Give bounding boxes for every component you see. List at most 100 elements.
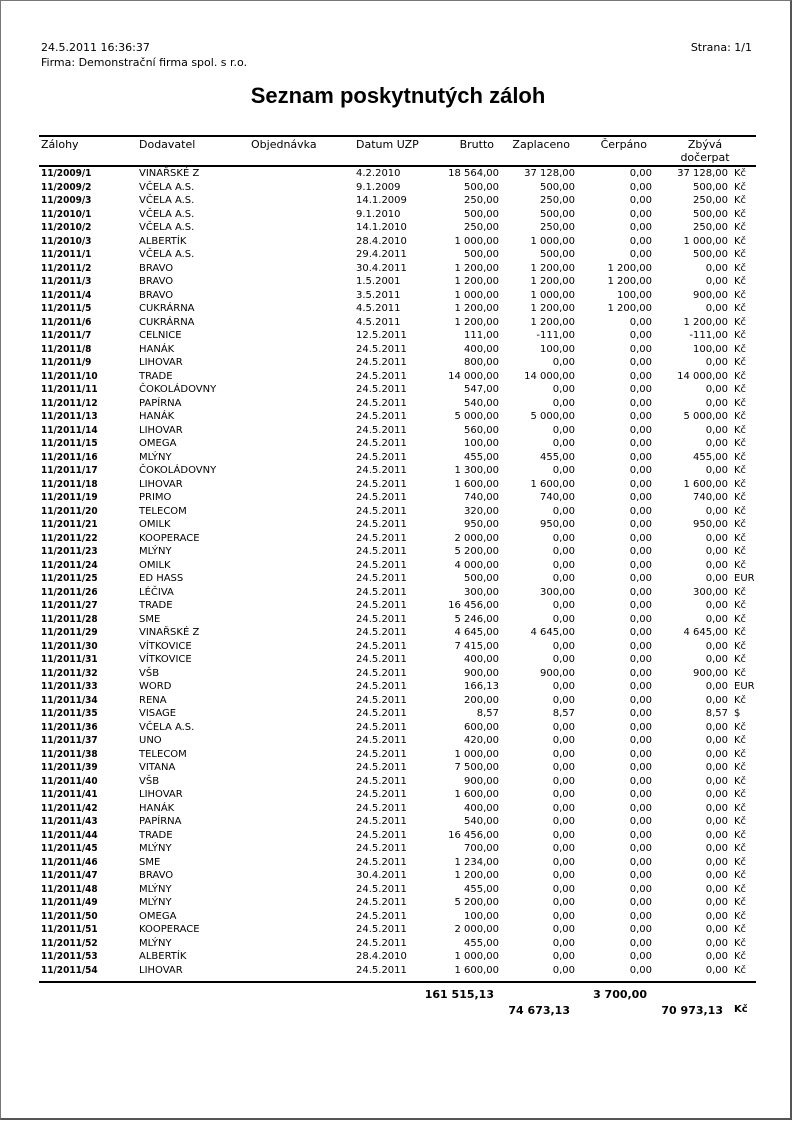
cell-brutto: 420,00: [464, 735, 499, 746]
cell-advance-id: 11/2009/2: [41, 181, 92, 193]
cell-supplier: ED HASS: [139, 573, 184, 584]
cell-advance-id: 11/2011/52: [41, 937, 98, 949]
cell-paid: 0,00: [552, 721, 575, 733]
cell-remaining: 0,00: [705, 870, 728, 881]
cell-supplier: VINAŘSKÉ Z: [139, 168, 200, 179]
cell-currency: Kč: [734, 222, 747, 233]
cell-brutto: 100,00: [464, 910, 499, 922]
cell-brutto: 166,13: [464, 681, 499, 692]
cell-used: 0,00: [629, 181, 652, 193]
cell-date-uzp: 24.5.2011: [356, 370, 407, 382]
cell-used: 0,00: [629, 897, 652, 908]
cell-date-uzp: 24.5.2011: [356, 964, 407, 976]
cell-advance-id: 11/2011/16: [41, 451, 98, 463]
cell-date-uzp: 24.5.2011: [356, 667, 407, 679]
cell-currency: Kč: [734, 870, 747, 881]
cell-currency: Kč: [734, 208, 747, 220]
cell-remaining: 0,00: [705, 951, 728, 962]
cell-currency: EUR: [734, 681, 755, 692]
cell-currency: Kč: [734, 924, 747, 935]
cell-currency: Kč: [734, 775, 747, 787]
table-row: 11/2010/2 VČELA A.S. 14.1.2010 250,00 250,00…: [1, 221, 794, 235]
cell-currency: Kč: [734, 735, 747, 746]
cell-remaining: 950,00: [693, 519, 728, 530]
cell-advance-id: 11/2011/5: [41, 303, 92, 314]
col-dodavatel: Dodavatel: [139, 138, 196, 151]
cell-used: 0,00: [629, 964, 652, 976]
table-row: 11/2011/2 BRAVO 30.4.2011 1 200,00 1 200,00 1…: [1, 262, 794, 276]
cell-brutto: 5 200,00: [454, 546, 499, 557]
cell-used: 0,00: [629, 721, 652, 733]
cell-supplier: MLÝNY: [139, 451, 172, 463]
cell-date-uzp: 24.5.2011: [356, 586, 407, 598]
cell-advance-id: 11/2009/3: [41, 195, 92, 206]
cell-used: 0,00: [629, 478, 652, 490]
cell-paid: 0,00: [552, 600, 575, 611]
cell-brutto: 1 234,00: [454, 856, 499, 868]
cell-remaining: 0,00: [705, 532, 728, 544]
cell-advance-id: 11/2011/6: [41, 316, 92, 328]
table-row: 11/2011/36 VČELA A.S. 24.5.2011 600,00 0,00 0…: [1, 721, 794, 735]
cell-paid: 8,57: [552, 708, 575, 719]
cell-advance-id: 11/2011/33: [41, 681, 98, 692]
table-row: 11/2011/15 OMEGA 24.5.2011 100,00 0,00 0,00 0,…: [1, 437, 794, 451]
cell-paid: 0,00: [552, 424, 575, 436]
cell-used: 0,00: [629, 748, 652, 760]
cell-date-uzp: 24.5.2011: [356, 856, 407, 868]
cell-brutto: 300,00: [464, 586, 499, 598]
cell-remaining: 1 000,00: [683, 235, 728, 247]
cell-used: 100,00: [617, 289, 652, 301]
cell-paid: 950,00: [540, 519, 575, 530]
cell-brutto: 1 300,00: [454, 465, 499, 476]
cell-used: 1 200,00: [607, 276, 652, 287]
cell-paid: 0,00: [552, 816, 575, 827]
cell-supplier: VÍTKOVICE: [139, 654, 192, 665]
cell-currency: Kč: [734, 897, 747, 908]
cell-paid: 0,00: [552, 951, 575, 962]
cell-brutto: 455,00: [464, 451, 499, 463]
cell-brutto: 700,00: [464, 843, 499, 854]
table-row: 11/2011/37 UNO 24.5.2011 420,00 0,00 0,00 0,00…: [1, 734, 794, 748]
cell-remaining: 0,00: [705, 748, 728, 760]
cell-remaining: 0,00: [705, 681, 728, 692]
cell-date-uzp: 24.5.2011: [356, 924, 407, 935]
cell-used: 0,00: [629, 937, 652, 949]
cell-advance-id: 11/2011/48: [41, 883, 98, 895]
cell-supplier: ČOKOLÁDOVNY: [139, 465, 217, 476]
cell-paid: 0,00: [552, 505, 575, 517]
table-row: 11/2011/32 VŠB 24.5.2011 900,00 900,00 0,00 90…: [1, 667, 794, 681]
table-row: 11/2011/39 VITANA 24.5.2011 7 500,00 0,00 0,0…: [1, 761, 794, 775]
cell-date-uzp: 28.4.2010: [356, 951, 407, 962]
table-row: 11/2011/18 LIHOVAR 24.5.2011 1 600,00 1 600,…: [1, 478, 794, 492]
cell-advance-id: 11/2011/31: [41, 654, 98, 665]
cell-used: 0,00: [629, 789, 652, 800]
cell-remaining: 0,00: [705, 613, 728, 625]
cell-advance-id: 11/2011/35: [41, 708, 98, 719]
cell-advance-id: 11/2011/51: [41, 924, 98, 935]
cell-currency: Kč: [734, 532, 747, 544]
cell-used: 0,00: [629, 532, 652, 544]
page-number: Strana: 1/1: [690, 41, 752, 54]
table-row: 11/2011/1 VČELA A.S. 29.4.2011 500,00 500,00…: [1, 248, 794, 262]
cell-currency: Kč: [734, 478, 747, 490]
cell-supplier: OMILK: [139, 559, 171, 571]
cell-currency: Kč: [734, 627, 747, 638]
cell-paid: 1 200,00: [530, 262, 575, 274]
cell-date-uzp: 24.5.2011: [356, 438, 407, 449]
cell-paid: 0,00: [552, 384, 575, 395]
cell-supplier: ČOKOLÁDOVNY: [139, 384, 217, 395]
table-row: 11/2011/24 OMILK 24.5.2011 4 000,00 0,00 0,00…: [1, 559, 794, 573]
cell-advance-id: 11/2011/30: [41, 640, 98, 652]
cell-brutto: 1 600,00: [454, 478, 499, 490]
cell-currency: Kč: [734, 816, 747, 827]
cell-used: 0,00: [629, 640, 652, 652]
cell-remaining: 0,00: [705, 910, 728, 922]
table-row: 11/2009/3 VČELA A.S. 14.1.2009 250,00 250,00…: [1, 194, 794, 208]
cell-date-uzp: 24.5.2011: [356, 573, 407, 584]
cell-used: 0,00: [629, 829, 652, 841]
cell-brutto: 100,00: [464, 438, 499, 449]
cell-date-uzp: 30.4.2011: [356, 262, 407, 274]
cell-remaining: 250,00: [693, 222, 728, 233]
cell-currency: Kč: [734, 235, 747, 247]
cell-supplier: OMEGA: [139, 438, 177, 449]
